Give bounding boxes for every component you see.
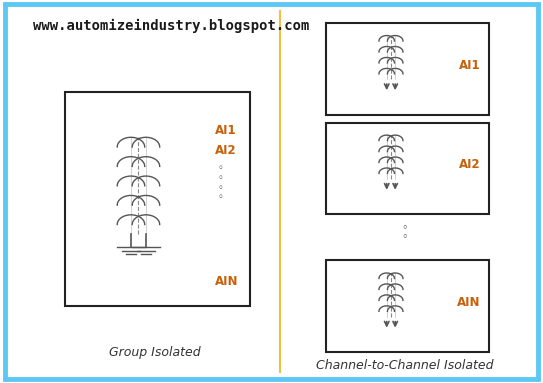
Text: ◦: ◦ <box>217 192 223 202</box>
Text: www.automizeindustry.blogspot.com: www.automizeindustry.blogspot.com <box>33 19 309 33</box>
Text: Channel-to-Channel Isolated: Channel-to-Channel Isolated <box>316 359 493 372</box>
Text: ◦: ◦ <box>217 173 223 183</box>
Text: AI1: AI1 <box>214 124 236 137</box>
Text: AIN: AIN <box>214 275 238 288</box>
Text: Group Isolated: Group Isolated <box>109 346 200 359</box>
Text: AI2: AI2 <box>459 158 481 171</box>
Text: AI1: AI1 <box>459 59 481 72</box>
Text: ◦: ◦ <box>217 183 223 193</box>
Text: ◦: ◦ <box>401 223 408 233</box>
Text: ◦: ◦ <box>401 232 408 242</box>
Text: AIN: AIN <box>457 296 481 309</box>
Text: AI2: AI2 <box>214 144 236 157</box>
Text: ◦: ◦ <box>217 164 223 173</box>
